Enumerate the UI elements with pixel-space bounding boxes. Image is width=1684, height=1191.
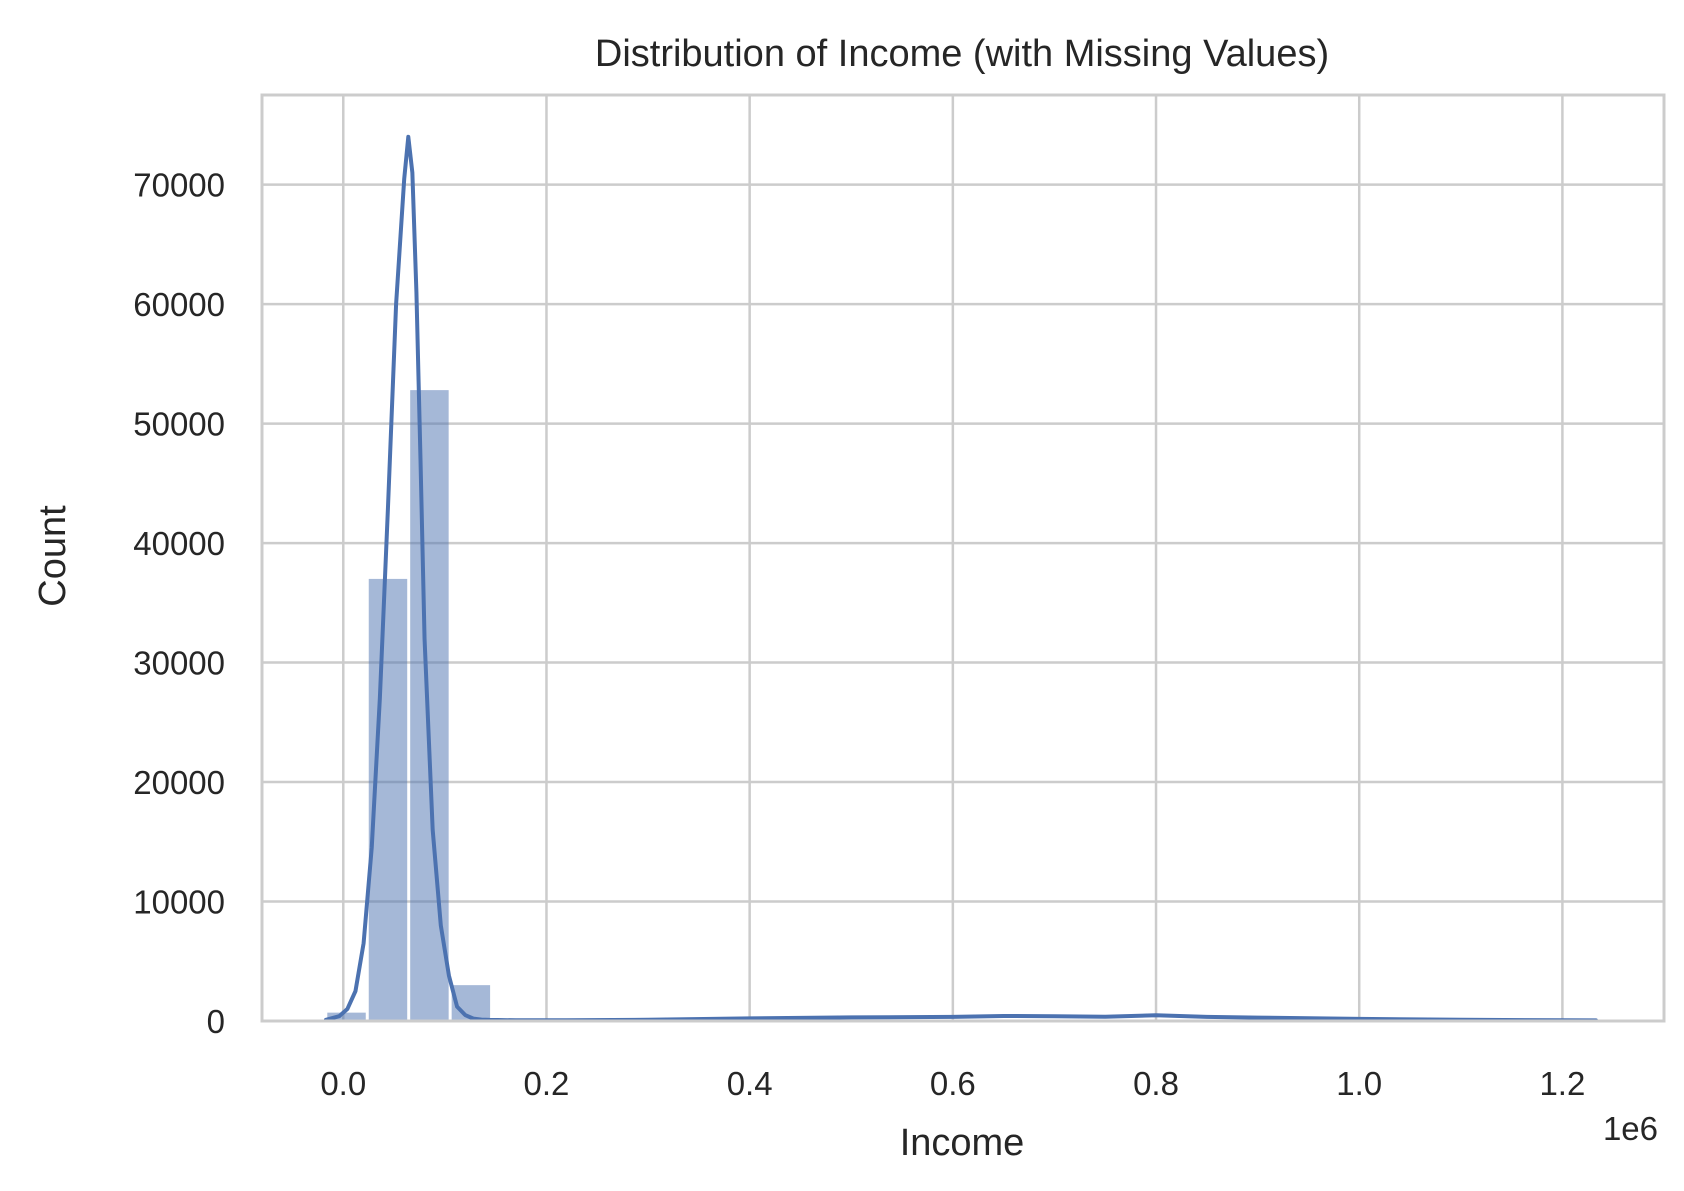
y-tick-label: 70000: [133, 167, 225, 204]
y-tick-label: 60000: [133, 286, 225, 323]
y-tick-label: 20000: [133, 764, 225, 801]
histogram-bar: [327, 1012, 366, 1021]
chart-title: Distribution of Income (with Missing Val…: [595, 33, 1329, 75]
y-tick-labels: 0 10000 20000 30000 40000 50000 60000 70000: [133, 167, 225, 1040]
plot-frame: [260, 93, 1666, 1023]
y-tick-label: 0: [207, 1003, 225, 1040]
x-tick-label: 0.0: [320, 1065, 366, 1102]
x-tick-label: 0.6: [930, 1065, 976, 1102]
histogram-bars: [327, 390, 1595, 1022]
x-tick-label: 0.8: [1133, 1065, 1179, 1102]
x-axis-offset-label: 1e6: [1603, 1110, 1658, 1147]
y-tick-label: 40000: [133, 525, 225, 562]
y-tick-label: 50000: [133, 406, 225, 443]
x-tick-label: 0.2: [524, 1065, 570, 1102]
kde-curve: [324, 134, 1598, 1023]
x-tick-label: 1.0: [1336, 1065, 1382, 1102]
grid-lines: [262, 95, 1664, 1023]
y-axis-label: Count: [32, 505, 74, 607]
x-tick-label: 1.2: [1539, 1065, 1585, 1102]
histogram-bar: [410, 390, 449, 1022]
x-axis-label: Income: [900, 1122, 1025, 1164]
y-tick-label: 10000: [133, 884, 225, 921]
x-tick-label: 0.4: [727, 1065, 773, 1102]
x-tick-labels: 0.0 0.2 0.4 0.6 0.8 1.0 1.2: [320, 1065, 1585, 1102]
y-tick-label: 30000: [133, 645, 225, 682]
